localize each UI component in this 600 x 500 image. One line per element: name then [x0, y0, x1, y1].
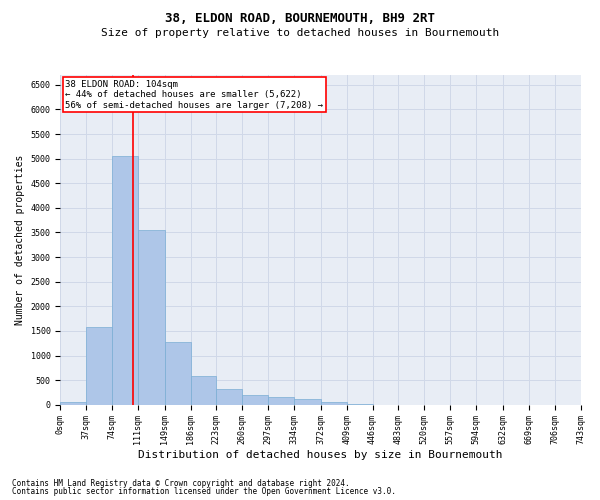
Text: 38 ELDON ROAD: 104sqm
← 44% of detached houses are smaller (5,622)
56% of semi-d: 38 ELDON ROAD: 104sqm ← 44% of detached …: [65, 80, 323, 110]
Text: Size of property relative to detached houses in Bournemouth: Size of property relative to detached ho…: [101, 28, 499, 38]
Bar: [86, 327, 112, 404]
Text: Contains public sector information licensed under the Open Government Licence v3: Contains public sector information licen…: [12, 487, 396, 496]
Text: 38, ELDON ROAD, BOURNEMOUTH, BH9 2RT: 38, ELDON ROAD, BOURNEMOUTH, BH9 2RT: [165, 12, 435, 26]
Bar: [164, 342, 191, 404]
Bar: [60, 402, 86, 404]
Bar: [268, 397, 294, 404]
X-axis label: Distribution of detached houses by size in Bournemouth: Distribution of detached houses by size …: [138, 450, 503, 460]
Bar: [191, 376, 217, 404]
Bar: [138, 230, 164, 404]
Bar: [321, 402, 347, 404]
Bar: [217, 389, 242, 404]
Y-axis label: Number of detached properties: Number of detached properties: [15, 154, 25, 325]
Text: Contains HM Land Registry data © Crown copyright and database right 2024.: Contains HM Land Registry data © Crown c…: [12, 478, 350, 488]
Bar: [294, 399, 321, 404]
Bar: [242, 395, 268, 404]
Bar: [112, 156, 138, 404]
